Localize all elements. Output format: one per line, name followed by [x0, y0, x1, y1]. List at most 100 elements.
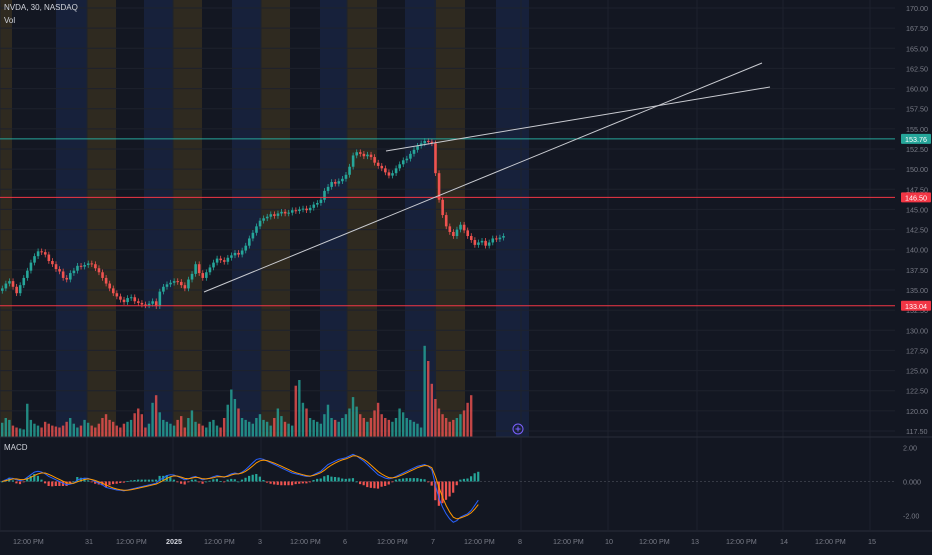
price-tick-label: 147.50 — [906, 185, 928, 194]
macd-axis[interactable]: 2.00 0.000 -2.00 — [903, 444, 921, 521]
candle-body — [427, 140, 430, 142]
candle-body — [176, 281, 180, 283]
candle-body — [369, 154, 373, 158]
volume-bar — [244, 419, 247, 437]
macd-histogram-bar — [330, 476, 333, 482]
macd-histogram-bar — [26, 477, 29, 482]
macd-histogram-bar — [301, 481, 304, 484]
volume-bar — [144, 427, 147, 437]
afterhours-band — [144, 0, 173, 437]
afterhours-band — [496, 0, 529, 437]
price-tick-label: 165.00 — [906, 44, 928, 53]
macd-histogram-bar — [477, 471, 480, 482]
candle-body — [36, 251, 40, 257]
candle-body — [251, 232, 255, 239]
candle-body — [323, 190, 326, 200]
candle-body — [248, 238, 251, 246]
candle-body — [319, 199, 323, 203]
macd-histogram-bar — [69, 481, 72, 484]
macd-histogram-bar — [290, 481, 294, 486]
volume-bar — [197, 423, 201, 437]
macd-histogram-bar — [208, 480, 211, 482]
candle-body — [498, 237, 502, 240]
symbol-title[interactable]: NVDA, 30, NASDAQ — [4, 3, 78, 12]
candle-body — [452, 231, 455, 237]
candle-body — [344, 174, 348, 179]
macd-histogram-bar — [269, 481, 272, 484]
price-axis[interactable]: 170.00 167.50 165.00 162.50 160.00 157.50 155.… — [901, 4, 931, 436]
macd-pane — [0, 453, 895, 523]
macd-histogram-bar — [54, 481, 57, 486]
candle-body — [455, 229, 459, 237]
candle-body — [230, 255, 233, 258]
macd-histogram-bar — [308, 481, 312, 483]
trendline[interactable] — [385, 86, 771, 152]
level-tag-level-mid[interactable] — [901, 192, 931, 203]
candle-body — [18, 285, 22, 294]
afterhours-band — [56, 0, 87, 437]
trendline[interactable] — [203, 62, 763, 293]
candle-body — [190, 273, 194, 280]
trendlines[interactable] — [203, 62, 771, 293]
macd-histogram-bar — [469, 476, 473, 482]
add-indicator-button[interactable] — [512, 423, 524, 435]
volume-bar — [280, 416, 283, 437]
candle-body — [43, 252, 47, 255]
macd-histogram-bar — [452, 481, 455, 493]
candle-body — [273, 214, 276, 216]
candle-body — [398, 164, 401, 169]
macd-tick-label: 2.00 — [903, 444, 917, 453]
macd-histogram-bar — [176, 481, 179, 483]
volume-bar — [262, 419, 265, 437]
price-tick-label: 167.50 — [906, 24, 928, 33]
macd-histogram-bar — [79, 477, 82, 482]
volume-bar — [79, 425, 83, 437]
candle-body — [434, 143, 437, 174]
time-tick-label: 15 — [868, 537, 876, 546]
candle-body — [355, 152, 359, 156]
volume-bar — [323, 414, 326, 437]
candle-body — [104, 277, 108, 284]
volume-bar — [466, 402, 469, 437]
volume-bar — [108, 419, 111, 437]
macd-histogram-bar — [144, 479, 147, 482]
macd-histogram-bar — [137, 479, 140, 482]
volume-bar — [441, 414, 444, 437]
macd-histogram-bar — [427, 481, 430, 483]
macd-histogram-bar — [373, 481, 376, 489]
level-tag-resistance[interactable] — [901, 133, 931, 144]
candle-body — [51, 260, 54, 265]
macd-histogram-bar — [244, 477, 247, 482]
candle-body — [151, 301, 154, 304]
volume-bar — [344, 414, 348, 437]
candle-body — [101, 272, 104, 278]
price-levels — [0, 138, 895, 307]
plus-circle-icon[interactable] — [512, 423, 524, 435]
level-tag-level-low[interactable] — [901, 300, 931, 311]
volume-bar — [22, 429, 25, 437]
candle-body — [201, 273, 205, 278]
volume-bar — [187, 418, 190, 437]
time-tick-label: 12:00 PM — [639, 537, 670, 546]
macd-histogram-bar — [376, 481, 380, 489]
macd-histogram-bar — [119, 481, 122, 483]
volume-bar — [72, 423, 75, 437]
candle-body — [466, 230, 469, 237]
macd-histogram-bar — [316, 478, 319, 482]
volume-label[interactable]: Vol — [4, 16, 16, 25]
macd-histogram-bar — [233, 479, 236, 482]
volume-bar — [276, 408, 280, 437]
macd-histogram-bar — [387, 481, 390, 485]
price-tick-label: 160.00 — [906, 85, 928, 94]
volume-bar — [230, 389, 233, 437]
macd-label[interactable]: MACD — [4, 443, 28, 452]
volume-bar — [384, 418, 387, 437]
candle-body — [140, 302, 144, 305]
volume-bar — [462, 410, 466, 437]
candle-body — [394, 168, 398, 174]
volume-bar — [380, 414, 383, 437]
volume-bar — [319, 423, 323, 437]
volume-bar — [226, 404, 229, 437]
